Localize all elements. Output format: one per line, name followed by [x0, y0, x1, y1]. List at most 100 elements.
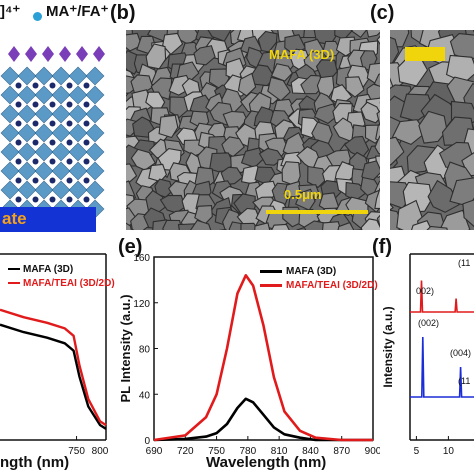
legend-d-item-1: MAFA (3D) [23, 263, 74, 275]
sem-grain [193, 45, 216, 66]
a-site-cation-icon [32, 196, 39, 203]
panel-e-letter: (e) [118, 236, 143, 258]
xrd-pattern-mafa [410, 336, 474, 398]
octahedron-icon [34, 104, 54, 124]
sem-grain [426, 225, 448, 230]
film-label: MAFA (3D) [269, 47, 335, 62]
organic-cation-icon [8, 46, 20, 62]
sem-grain [337, 221, 355, 230]
legend-cation-label: MA⁺/FA⁺ [46, 3, 109, 20]
legend-d-line-red [8, 282, 20, 284]
a-site-cation-icon [49, 177, 56, 184]
x-tick-label-f: 10 [443, 446, 455, 457]
series-line-mafa-teai [153, 274, 373, 442]
octahedron-icon [34, 180, 54, 200]
a-site-cation-icon [49, 196, 56, 203]
octahedron-icon [0, 85, 20, 105]
a-site-cation-icon [66, 101, 73, 108]
a-site-cation-icon [83, 139, 90, 146]
octahedron-icon [0, 123, 20, 143]
octahedron-icon [17, 85, 37, 105]
sem-grain [300, 74, 323, 95]
sem-grain [258, 147, 284, 166]
xlabel-e: Wavelength (nm) [206, 454, 327, 471]
a-site-cation-icon [32, 101, 39, 108]
legend-e-item-1: MAFA (3D) [286, 265, 337, 277]
octahedron-icon [34, 161, 54, 181]
substrate-label: ate [2, 209, 27, 228]
x-tick-label-e: 840 [302, 446, 319, 457]
x-tick-label-f: 5 [414, 446, 420, 457]
chart-e: 0 40 80 120 160 690 720 750 780 810 840 870 900 PL In… [118, 253, 380, 457]
octahedron-icon [17, 123, 37, 143]
y-tick-label-e: 160 [133, 253, 150, 264]
a-site-cation-icon [83, 101, 90, 108]
a-site-cation-icon [32, 82, 39, 89]
a-site-cation-icon [66, 120, 73, 127]
octahedron-icon [85, 104, 105, 124]
a-site-cation-icon [15, 158, 22, 165]
sem-grain [313, 103, 340, 125]
sem-grain [322, 221, 342, 230]
sem-image-c [390, 30, 474, 230]
x-tick-label-d: 800 [92, 446, 109, 457]
a-site-cation-icon [66, 158, 73, 165]
octahedron-icon [0, 104, 20, 124]
a-site-cation-icon [15, 120, 22, 127]
sem-grain [158, 114, 179, 139]
octahedron-icon [85, 142, 105, 162]
legend-e: MAFA (3D) MAFA/TEAI (3D/2D) [260, 264, 378, 292]
sem-grain [240, 147, 264, 169]
sem-grain [411, 220, 433, 230]
xrd-peak-annotation: (11 [458, 376, 470, 386]
y-tick-label-e: 120 [133, 299, 150, 310]
octahedron-icon [85, 123, 105, 143]
sem-grain [374, 135, 380, 155]
sem-grain [220, 166, 244, 186]
x-tick-label-e: 750 [208, 446, 225, 457]
organic-cation-icon [93, 46, 105, 62]
sem-grain [461, 152, 474, 177]
sem-grain [254, 222, 271, 230]
y-tick-label-e: 80 [139, 345, 151, 356]
sem-grains-b [126, 30, 380, 230]
sem-grain [126, 222, 132, 230]
a-site-cation-icon [66, 82, 73, 89]
sem-image-b: MAFA (3D) 0.5μm [126, 30, 380, 230]
octahedron-icon [0, 66, 20, 86]
sem-grain [159, 194, 186, 214]
octahedron-icon [68, 180, 88, 200]
x-tick-label-e: 810 [271, 446, 288, 457]
octahedron-icon [17, 66, 37, 86]
octahedron-icon [34, 85, 54, 105]
a-site-cation-icon [83, 82, 90, 89]
substrate: ate [0, 207, 96, 232]
sem-grain [376, 35, 380, 45]
a-site-cation-icon [49, 139, 56, 146]
sem-grain [162, 32, 184, 56]
sem-grain [271, 223, 290, 230]
a-site-cation-icon [15, 101, 22, 108]
organic-cation-icon [76, 46, 88, 62]
octahedron-icon [68, 104, 88, 124]
a-site-cation-icon [66, 177, 73, 184]
octahedron-icon [51, 123, 71, 143]
octahedron-icon [17, 104, 37, 124]
xrd-peak-annotation: (004) [450, 348, 471, 358]
sem-grain [373, 73, 380, 88]
octahedron-icon [17, 180, 37, 200]
octahedron-icon [85, 66, 105, 86]
sem-grain [366, 30, 380, 38]
ylabel-f: Intensity (a.u.) [381, 306, 395, 387]
octahedron-icon [34, 123, 54, 143]
octahedron-icon [85, 161, 105, 181]
a-site-cation-icon [49, 82, 56, 89]
perovskite-structure [0, 46, 105, 219]
sem-grain [270, 63, 293, 82]
a-site-cation-icon [83, 177, 90, 184]
a-site-cation-icon [83, 158, 90, 165]
octahedron-icon [68, 66, 88, 86]
sem-grain [351, 30, 368, 39]
sem-grain [390, 203, 394, 211]
legend-e-line-red [260, 283, 282, 287]
